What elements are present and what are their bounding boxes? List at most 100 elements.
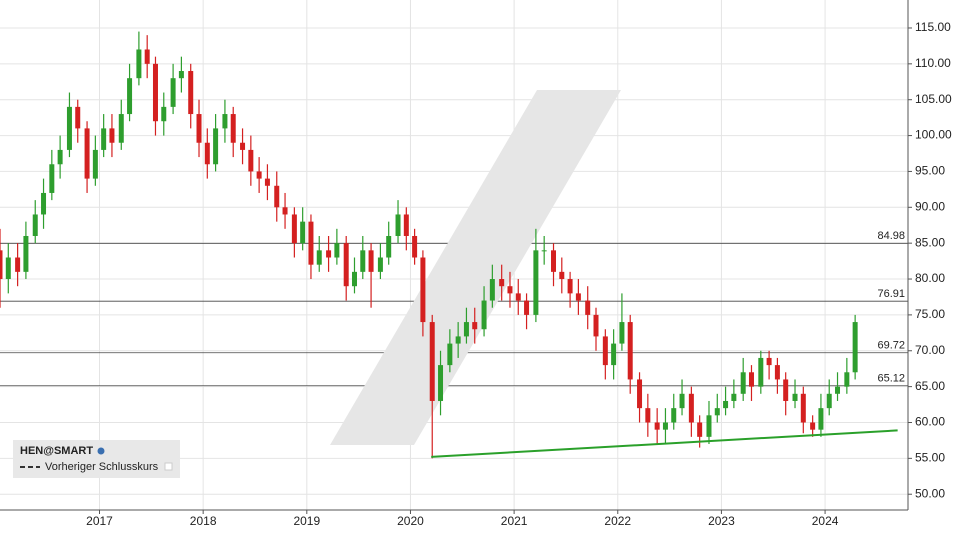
candle-body <box>395 214 401 236</box>
candle-body <box>316 250 322 265</box>
candle-body <box>161 106 167 122</box>
candle-body <box>282 207 288 215</box>
y-tick-label: 90.00 <box>915 199 945 213</box>
candle-body <box>204 142 210 165</box>
x-tick-label: 2019 <box>293 514 320 528</box>
candle-body <box>706 415 712 437</box>
candle-body <box>170 78 176 107</box>
x-tick-label: 2021 <box>501 514 528 528</box>
y-tick-label: 110.00 <box>915 56 951 70</box>
candle-body <box>507 286 513 294</box>
candle-body <box>308 221 314 265</box>
candle-body <box>178 71 184 79</box>
candle-body <box>101 128 107 150</box>
candle-body <box>403 214 409 236</box>
candle-body <box>351 271 357 287</box>
candle-body <box>645 408 651 423</box>
candle-body <box>66 106 72 150</box>
y-tick-label: 115.00 <box>915 20 951 34</box>
candle-body <box>109 128 115 143</box>
candle-body <box>575 293 581 301</box>
candle-body <box>15 257 21 272</box>
y-tick-label: 105.00 <box>915 92 952 106</box>
candle-body <box>541 250 547 252</box>
candle-body <box>800 393 806 423</box>
candle-body <box>420 257 426 323</box>
candle-body <box>758 357 764 387</box>
candle-body <box>627 322 633 380</box>
y-tick-label: 65.00 <box>915 379 945 393</box>
candle-body <box>723 400 729 409</box>
candle-body <box>264 178 270 186</box>
y-tick-label: 55.00 <box>915 451 945 465</box>
candle-body <box>0 250 3 280</box>
legend-checkbox[interactable] <box>164 462 173 471</box>
legend-series: HEN@SMART <box>20 445 93 457</box>
candle-body <box>291 214 297 244</box>
y-tick-label: 75.00 <box>915 307 945 321</box>
candle-body <box>671 408 677 423</box>
candle-body <box>489 279 495 301</box>
y-tick-label: 50.00 <box>915 486 945 500</box>
candle-body <box>818 408 824 430</box>
legend-prev-close: Vorheriger Schlusskurs <box>45 461 159 473</box>
level-label: 76.91 <box>877 288 905 300</box>
candle-body <box>377 257 383 272</box>
candle-body <box>455 336 461 344</box>
candle-body <box>343 243 349 287</box>
trend-line <box>431 429 898 458</box>
candle-body <box>688 393 694 423</box>
candle-body <box>585 300 591 315</box>
candle-body <box>783 379 789 401</box>
candle-body <box>32 214 38 236</box>
candle-body <box>852 322 858 373</box>
legend-icon <box>97 447 105 455</box>
candle-body <box>127 78 133 115</box>
candle-body <box>533 250 539 315</box>
candle-body <box>826 393 832 409</box>
candle-body <box>429 322 435 401</box>
level-label: 65.12 <box>877 373 905 385</box>
x-tick-label: 2022 <box>604 514 631 528</box>
candle-body <box>447 343 453 366</box>
x-tick-label: 2017 <box>86 514 113 528</box>
candle-body <box>766 357 772 366</box>
candle-body <box>326 250 332 258</box>
candle-body <box>731 393 737 401</box>
candle-body <box>386 235 392 258</box>
candle-body <box>472 322 478 330</box>
candle-body <box>213 128 219 165</box>
candle-body <box>524 300 530 315</box>
candle-body <box>188 71 194 115</box>
candle-body <box>438 365 444 401</box>
legend-box <box>13 440 180 478</box>
candle-body <box>619 322 625 344</box>
candle-body <box>274 185 280 208</box>
candle-body <box>196 114 202 143</box>
candle-body <box>567 279 573 294</box>
candle-body <box>481 300 487 330</box>
candle-body <box>740 372 746 394</box>
candle-body <box>611 343 617 366</box>
candle-body <box>360 250 366 272</box>
candle-body <box>792 393 798 401</box>
candle-body <box>835 386 841 394</box>
candle-body <box>152 63 158 122</box>
candle-body <box>5 257 11 280</box>
candle-body <box>559 271 565 280</box>
y-tick-label: 100.00 <box>915 128 952 142</box>
y-tick-label: 70.00 <box>915 343 945 357</box>
candle-body <box>637 379 643 409</box>
candle-body <box>334 243 340 258</box>
candle-body <box>602 336 608 366</box>
candle-body <box>136 49 142 79</box>
candle-body <box>515 293 521 301</box>
y-tick-label: 60.00 <box>915 415 945 429</box>
candle-body <box>49 164 55 193</box>
candle-body <box>654 422 660 430</box>
candle-body <box>300 221 306 244</box>
candle-body <box>412 235 418 258</box>
candle-body <box>84 128 90 179</box>
candle-body <box>679 393 685 409</box>
